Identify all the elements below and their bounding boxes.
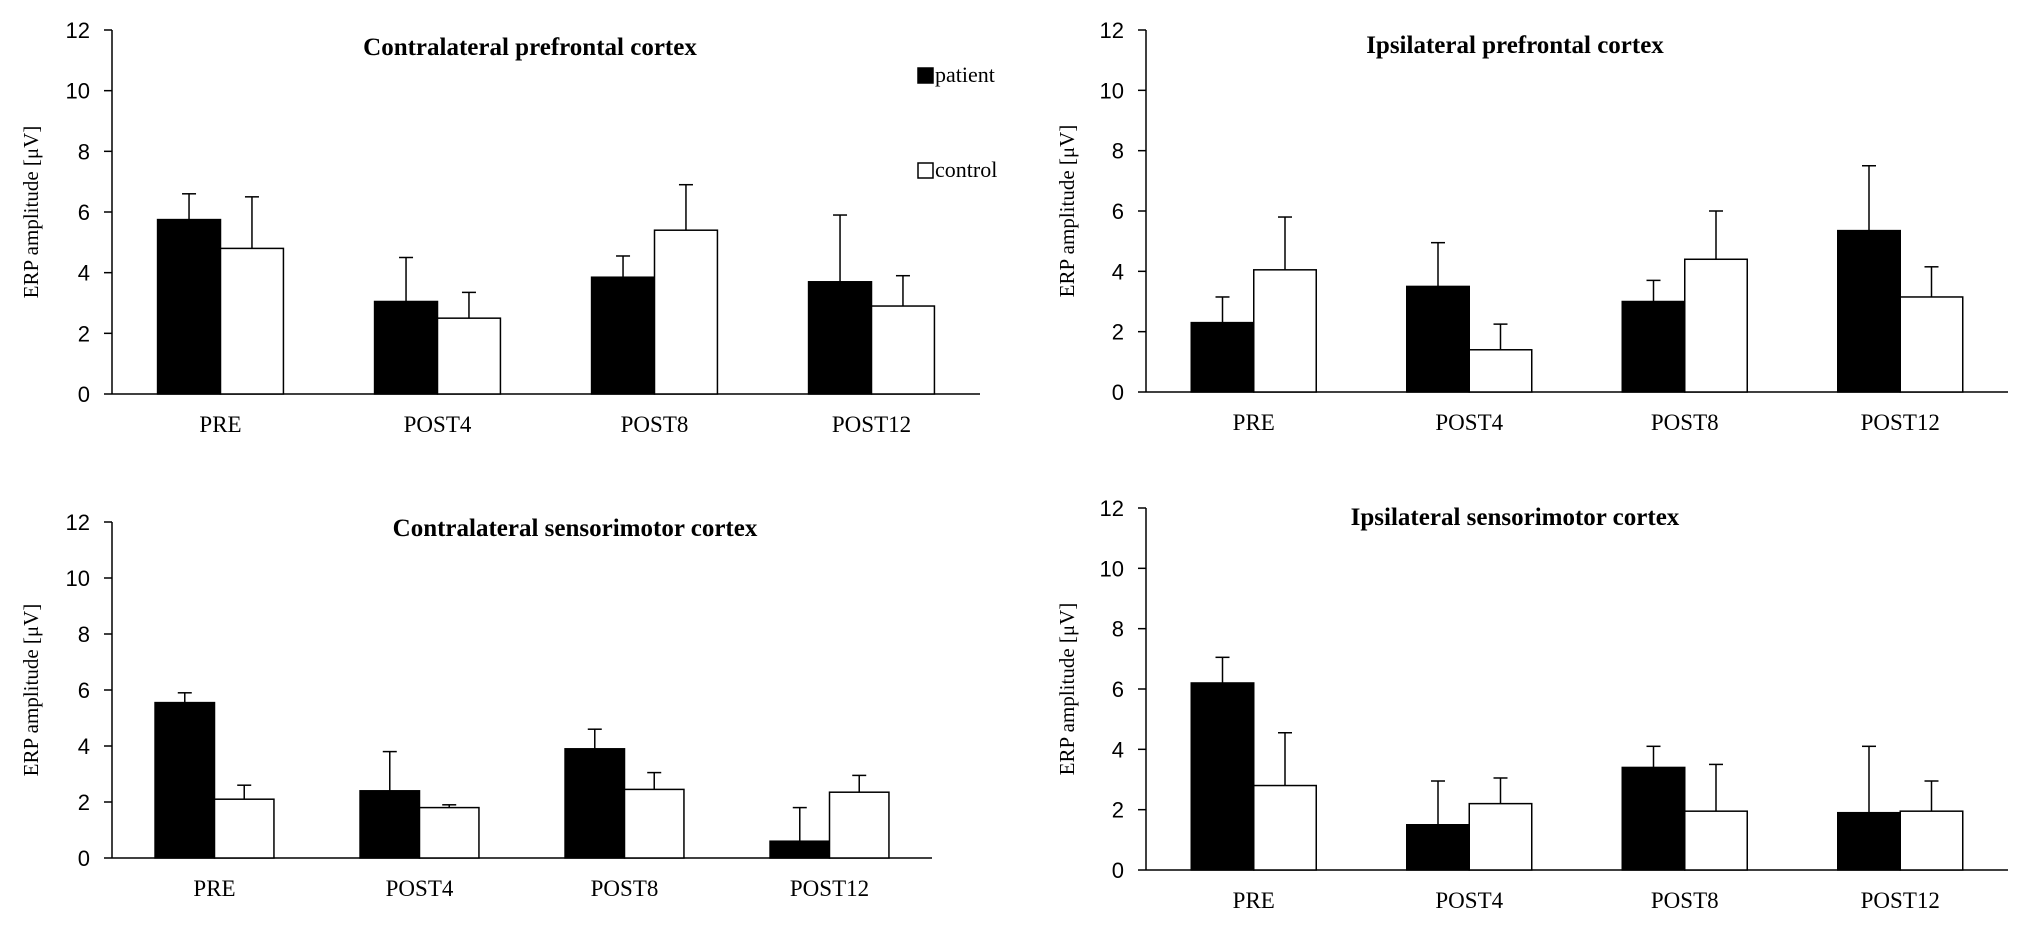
x-tick-label: POST12	[1861, 888, 1940, 913]
bar-control	[1253, 269, 1317, 393]
x-tick-label: POST4	[386, 876, 454, 901]
bar-patient	[154, 701, 216, 859]
bar-control	[418, 806, 480, 859]
bar-patient	[1837, 811, 1902, 871]
y-tick-label: 2	[1112, 798, 1124, 823]
x-tick-label: POST12	[1861, 410, 1940, 435]
y-axis-label: ERP amplitude [μV]	[1055, 603, 1079, 776]
x-tick-label: PRE	[199, 412, 241, 437]
y-tick-label: 0	[78, 382, 90, 407]
y-tick-label: 8	[78, 622, 90, 647]
y-tick-label: 6	[1112, 677, 1124, 702]
y-tick-label: 4	[78, 261, 90, 286]
y-tick-label: 12	[1100, 496, 1124, 521]
y-tick-label: 6	[78, 678, 90, 703]
bar-control	[1899, 810, 1964, 871]
bar-patient	[156, 218, 222, 395]
y-tick-label: 12	[66, 18, 90, 43]
bar-control	[623, 788, 685, 859]
chart-panel-2: Ipsilateral prefrontal cortex ERP amplitu…	[1055, 18, 2008, 435]
y-tick-label: 0	[78, 846, 90, 871]
y-tick-label: 2	[1112, 320, 1124, 345]
bar-patient	[590, 276, 656, 395]
chart-panel-3: Contralateral sensorimotor cortex ERP amp…	[19, 510, 932, 901]
bar-control	[213, 798, 275, 859]
bar-control	[1684, 258, 1748, 393]
y-tick-label: 8	[1112, 139, 1124, 164]
x-tick-label: PRE	[193, 876, 235, 901]
y-tick-label: 6	[1112, 199, 1124, 224]
y-tick-label: 4	[78, 734, 90, 759]
x-tick-label: POST8	[1651, 888, 1719, 913]
x-tick-label: POST12	[832, 412, 911, 437]
legend-swatch-patient	[917, 67, 934, 84]
y-tick-label: 10	[1100, 556, 1124, 581]
y-tick-label: 10	[1100, 78, 1124, 103]
y-tick-label: 10	[66, 566, 90, 591]
y-tick-label: 10	[66, 79, 90, 104]
bar-control	[1253, 784, 1317, 871]
y-tick-label: 8	[78, 139, 90, 164]
bar-control	[653, 229, 719, 395]
y-tick-label: 2	[78, 321, 90, 346]
bar-control	[1468, 349, 1533, 393]
y-tick-label: 0	[1112, 858, 1124, 883]
bar-patient	[1621, 766, 1686, 871]
legend-label-patient: patient	[935, 62, 995, 87]
bar-patient	[769, 840, 831, 859]
y-tick-label: 0	[1112, 380, 1124, 405]
legend-label-control: control	[935, 157, 997, 182]
bar-control	[1899, 296, 1964, 393]
y-tick-label: 2	[78, 790, 90, 815]
legend: patient control	[917, 62, 997, 182]
y-tick-label: 12	[1100, 18, 1124, 43]
bar-patient	[1837, 229, 1902, 393]
bar-patient	[1190, 682, 1255, 871]
y-tick-label: 8	[1112, 617, 1124, 642]
chart-panel-4: Ipsilateral sensorimotor cortex ERP ampli…	[1055, 496, 2008, 913]
y-tick-label: 12	[66, 510, 90, 535]
bar-control	[1684, 810, 1748, 871]
x-tick-label: POST8	[621, 412, 689, 437]
bar-patient	[807, 281, 873, 395]
legend-swatch-control	[917, 162, 934, 179]
x-tick-label: PRE	[1233, 410, 1275, 435]
bar-patient	[1621, 300, 1686, 393]
y-axis-label: ERP amplitude [μV]	[19, 126, 43, 299]
x-tick-label: POST12	[790, 876, 869, 901]
bar-control	[219, 247, 285, 395]
x-tick-label: POST4	[1435, 888, 1503, 913]
bar-control	[1468, 802, 1533, 871]
chart-title: Ipsilateral sensorimotor cortex	[1351, 504, 1680, 531]
x-tick-label: POST4	[1435, 410, 1503, 435]
x-tick-label: PRE	[1233, 888, 1275, 913]
chart-panel-1: Contralateral prefrontal cortex ERP ampli…	[19, 18, 997, 437]
x-tick-label: POST8	[591, 876, 659, 901]
x-tick-label: POST4	[404, 412, 472, 437]
bar-control	[828, 791, 890, 859]
y-axis-label: ERP amplitude [μV]	[19, 604, 43, 777]
chart-title: Ipsilateral prefrontal cortex	[1366, 32, 1664, 59]
bar-patient	[1190, 321, 1255, 393]
y-axis-label: ERP amplitude [μV]	[1055, 125, 1079, 298]
y-tick-label: 6	[78, 200, 90, 225]
bar-patient	[564, 748, 626, 859]
chart-title: Contralateral prefrontal cortex	[363, 34, 697, 61]
bar-patient	[373, 300, 439, 395]
x-tick-label: POST8	[1651, 410, 1719, 435]
y-tick-label: 4	[1112, 259, 1124, 284]
y-tick-label: 4	[1112, 737, 1124, 762]
chart-title: Contralateral sensorimotor cortex	[393, 515, 758, 542]
bar-patient	[359, 790, 421, 859]
bar-control	[870, 305, 936, 395]
bar-control	[436, 317, 502, 395]
bar-patient	[1406, 285, 1471, 393]
bar-patient	[1406, 824, 1471, 871]
